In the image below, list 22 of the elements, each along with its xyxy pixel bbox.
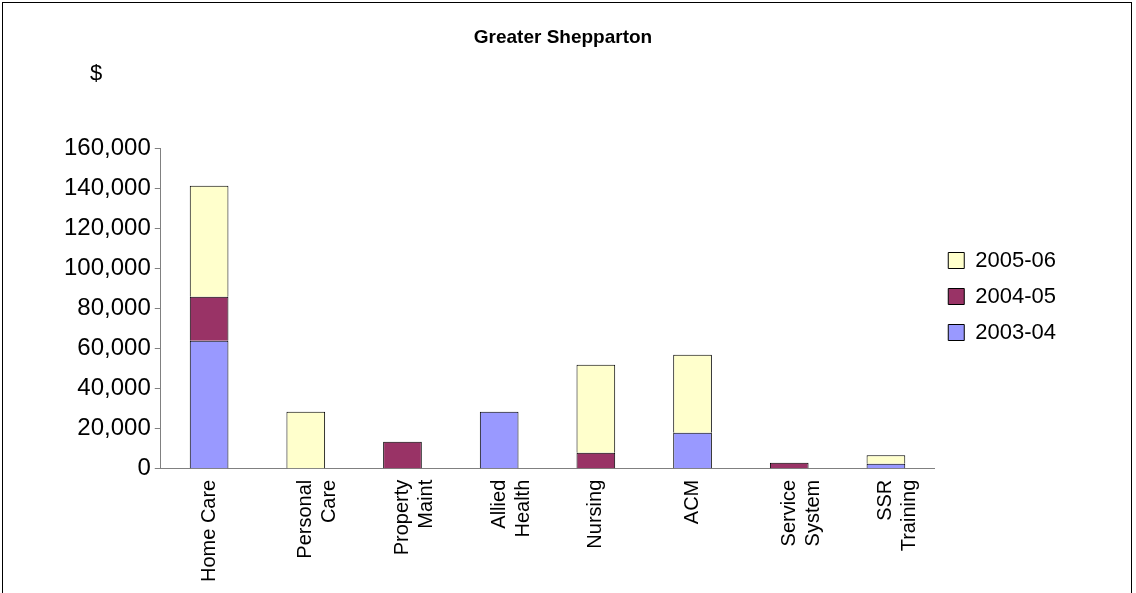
x-tick-label: Property Maint [389,479,436,556]
chart-title: Greater Shepparton [473,25,653,47]
y-axis-title: $ [89,59,103,85]
y-tick-label: 100,000 [63,253,151,281]
y-tick-label: 60,000 [77,333,151,361]
y-tick-label: 0 [137,453,151,481]
y-tick-label: 120,000 [63,213,151,241]
y-tick-label: 20,000 [77,413,151,441]
legend-label: 2003-04 [975,318,1057,344]
x-tick-label: ACM [680,479,703,525]
legend-label: 2005-06 [975,246,1057,272]
x-tick-label: Allied Health [486,479,533,538]
y-tick-label: 40,000 [77,373,151,401]
y-tick-label: 160,000 [63,133,151,161]
x-tick-label: Personal Care [293,479,340,559]
legend-label: 2004-05 [975,282,1057,308]
y-tick-label: 140,000 [63,173,151,201]
x-tick-label: Home Care [196,479,219,583]
x-tick-label: SSR Training [873,479,920,552]
x-tick-label: Nursing [583,479,606,549]
y-tick-label: 80,000 [77,293,151,321]
x-tick-label: Service System [776,479,823,547]
